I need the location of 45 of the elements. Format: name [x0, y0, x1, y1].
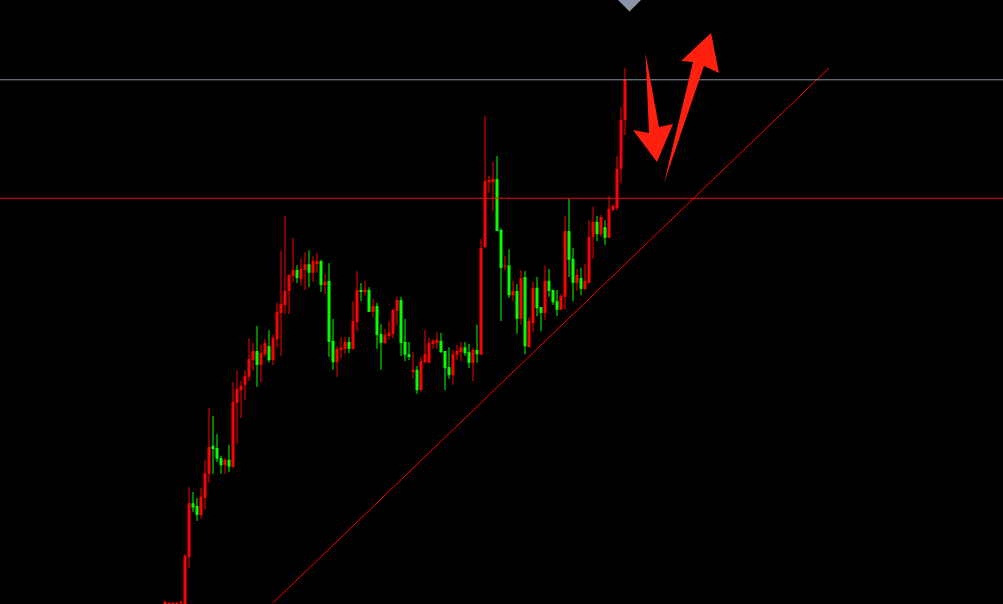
candlestick — [411, 351, 415, 380]
candlestick — [547, 268, 551, 298]
candlestick — [311, 255, 315, 283]
candlestick — [303, 251, 307, 291]
candlestick — [295, 264, 299, 284]
candlestick — [511, 280, 515, 302]
candlestick — [579, 267, 583, 296]
candlestick — [575, 268, 579, 292]
candlestick — [347, 336, 351, 354]
candlestick — [323, 273, 327, 295]
candlestick — [171, 601, 175, 604]
candlestick — [595, 215, 599, 242]
candlestick — [435, 331, 439, 350]
candlestick — [555, 289, 559, 317]
candlestick — [603, 219, 607, 246]
candlestick — [427, 337, 431, 364]
candlestick — [447, 346, 451, 380]
candlestick — [255, 325, 259, 388]
candlestick — [599, 214, 603, 238]
candlestick — [503, 255, 507, 271]
candlestick — [475, 324, 479, 364]
candlestick — [343, 336, 347, 355]
candlestick — [535, 276, 539, 317]
candlestick — [363, 280, 367, 297]
candlestick — [451, 349, 455, 386]
candlestick — [359, 282, 363, 302]
candlestick — [367, 286, 371, 313]
candlestick — [195, 497, 199, 522]
candlestick — [175, 601, 179, 604]
candlestick — [211, 415, 215, 475]
candlestick — [459, 341, 463, 362]
candlestick — [167, 601, 171, 604]
candlestick — [339, 336, 343, 360]
candlestick — [307, 249, 311, 288]
candlestick — [467, 343, 471, 369]
candlestick — [407, 341, 411, 361]
candlestick — [283, 215, 287, 315]
candlestick — [267, 329, 271, 363]
candlestick — [247, 337, 251, 382]
candlestick — [371, 298, 375, 318]
candlestick — [471, 347, 475, 382]
candlestick — [223, 457, 227, 475]
candlestick — [315, 252, 319, 274]
candlestick — [227, 444, 231, 473]
candlestick — [415, 365, 419, 395]
